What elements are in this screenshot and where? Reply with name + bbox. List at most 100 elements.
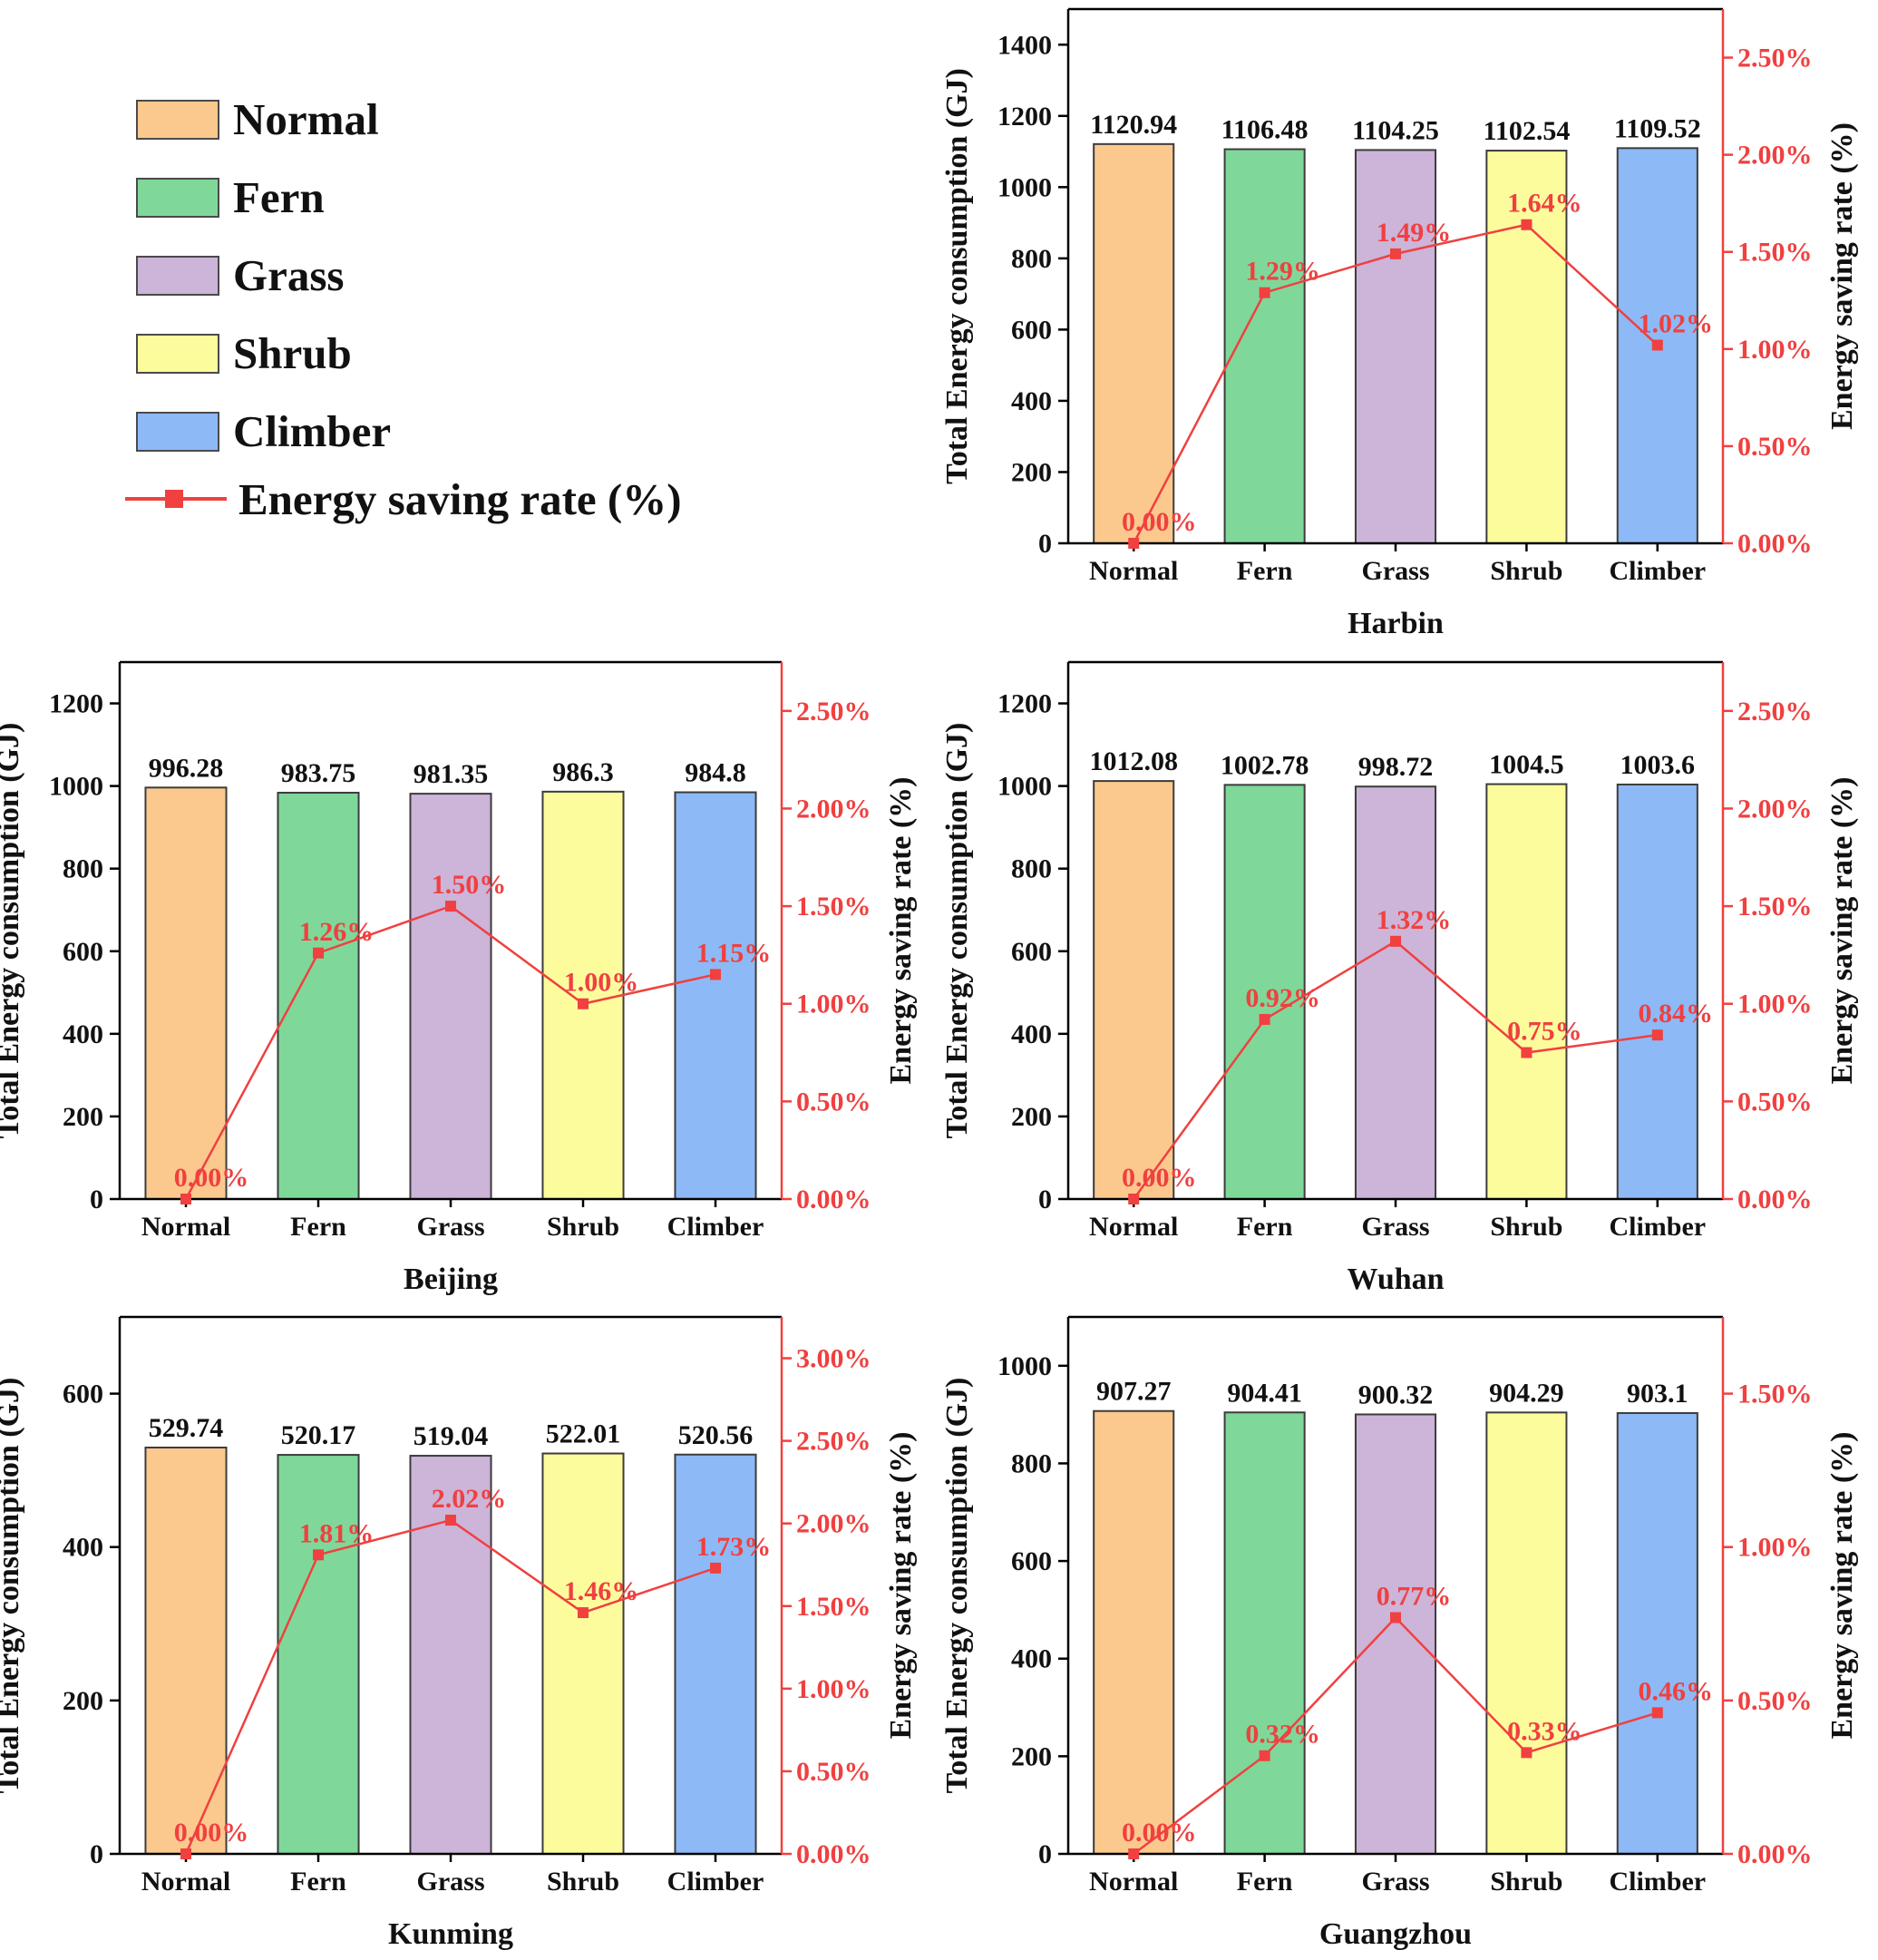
saving-rate-label: 1.49% [1377, 218, 1452, 248]
saving-rate-point [1651, 339, 1663, 351]
legend-label-shrub: Shrub [233, 328, 352, 378]
chart-title-guangzhou: Guangzhou [1319, 1917, 1472, 1951]
x-tick-label-climber: Climber [1609, 1212, 1706, 1242]
x-tick-label-climber: Climber [667, 1867, 764, 1897]
bar-value-label: 1120.94 [1090, 110, 1177, 140]
bar-grass [1354, 149, 1437, 544]
bar-value-label: 522.01 [546, 1419, 621, 1449]
saving-rate-point [180, 1848, 191, 1859]
y-tick-label: 0 [90, 1839, 103, 1869]
y2-tick-label: 1.50% [1737, 238, 1813, 268]
saving-rate-label: 1.32% [1377, 905, 1452, 935]
y2-axis-title: Energy saving rate (%) [1825, 122, 1859, 430]
bar-shrub [1485, 150, 1568, 544]
bar-climber [674, 791, 757, 1200]
saving-rate-label: 0.33% [1507, 1716, 1582, 1746]
bar-fern [1223, 1411, 1306, 1855]
x-tick-label-shrub: Shrub [547, 1867, 619, 1897]
bar-fern [277, 792, 360, 1200]
bar-normal [144, 786, 228, 1200]
bar-value-label: 529.74 [149, 1413, 224, 1443]
bar-value-label: 983.75 [281, 758, 356, 788]
y-tick-label: 0 [1038, 1185, 1052, 1214]
bar-value-label: 981.35 [414, 759, 489, 789]
chart-panel-guangzhou: 0 200 400 600 800 1000 0.00% 0.50% 1.00% 1.50% Nor… [940, 1315, 1859, 1951]
y-tick-label: 600 [1011, 315, 1052, 345]
legend-swatch-shrub [136, 334, 219, 374]
bar-shrub [1485, 783, 1568, 1200]
saving-rate-point [313, 1549, 324, 1561]
chart-panel-beijing: 0 200 400 600 800 1000 1200 0.00% 0.50% 1.00% 1.50… [0, 660, 918, 1296]
bar-value-label: 904.41 [1227, 1378, 1302, 1408]
x-tick-label-fern: Fern [290, 1212, 346, 1242]
y-tick-label: 1000 [49, 772, 103, 802]
x-tick-label-grass: Grass [1362, 1867, 1430, 1897]
saving-rate-point [1521, 1047, 1533, 1058]
bar-shrub [541, 790, 625, 1200]
y2-tick-label: 1.00% [796, 990, 871, 1019]
bar-value-label: 1106.48 [1221, 115, 1309, 145]
y-tick-label: 0 [1038, 1839, 1052, 1869]
y2-tick-label: 0.00% [796, 1839, 871, 1869]
saving-rate-point [1259, 1750, 1270, 1761]
saving-rate-label: 1.64% [1507, 189, 1582, 219]
y2-tick-label: 3.00% [796, 1344, 871, 1374]
bar-shrub [541, 1452, 625, 1855]
chart-panel-wuhan: 0 200 400 600 800 1000 1200 0.00% 0.50% 1.00% 1.50… [940, 660, 1859, 1296]
chart-title-beijing: Beijing [404, 1263, 498, 1296]
y-tick-label: 800 [1011, 244, 1052, 274]
saving-rate-label: 1.02% [1639, 309, 1714, 339]
y2-tick-label: 0.00% [1737, 1839, 1813, 1869]
y-tick-label: 200 [1011, 1741, 1052, 1771]
bar-value-label: 1002.78 [1221, 750, 1309, 780]
y2-tick-label: 1.50% [796, 1592, 871, 1622]
y2-tick-label: 0.50% [1737, 1686, 1813, 1716]
y2-tick-label: 2.50% [796, 697, 871, 726]
x-tick-label-fern: Fern [1237, 1867, 1293, 1897]
y2-tick-label: 0.50% [796, 1087, 871, 1117]
x-tick-label-grass: Grass [417, 1867, 485, 1897]
saving-rate-point [710, 969, 721, 980]
bar-value-label: 996.28 [149, 753, 224, 783]
y2-tick-label: 1.00% [1737, 990, 1813, 1019]
saving-rate-label: 0.84% [1639, 999, 1714, 1029]
y-tick-label: 600 [63, 937, 103, 967]
chart-panel-harbin: 0 200 400 600 800 1000 1200 1400 0.00% 0.50% 1.00%… [940, 7, 1859, 640]
y2-tick-label: 2.50% [796, 1427, 871, 1457]
legend-swatch-fern [136, 178, 219, 218]
y-tick-label: 600 [63, 1380, 103, 1409]
saving-rate-label: 0.32% [1245, 1720, 1320, 1750]
saving-rate-label: 0.00% [1122, 507, 1197, 537]
saving-rate-point [445, 1515, 456, 1526]
saving-rate-label: 0.00% [1122, 1163, 1197, 1193]
bar-grass [1354, 1413, 1437, 1855]
y2-tick-label: 2.50% [1737, 697, 1813, 726]
bar-fern [277, 1454, 360, 1856]
bar-value-label: 1104.25 [1352, 115, 1439, 145]
y-tick-label: 400 [63, 1533, 103, 1563]
y-tick-label: 200 [1011, 457, 1052, 487]
y2-tick-label: 2.00% [1737, 794, 1813, 824]
y-tick-label: 400 [1011, 1019, 1052, 1049]
bar-grass [1354, 785, 1437, 1201]
bar-value-label: 904.29 [1489, 1378, 1564, 1408]
legend-swatch-climber [136, 412, 219, 452]
x-tick-label-fern: Fern [1237, 1212, 1293, 1242]
saving-rate-point [1128, 1848, 1140, 1859]
y2-tick-label: 0.00% [1737, 529, 1813, 559]
y-tick-label: 600 [1011, 1546, 1052, 1576]
y-tick-label: 400 [1011, 386, 1052, 416]
saving-rate-point [1390, 1612, 1401, 1624]
bar-grass [409, 793, 492, 1201]
y-tick-label: 0 [1038, 529, 1052, 559]
x-tick-label-fern: Fern [1237, 556, 1293, 586]
bar-shrub [1485, 1411, 1568, 1855]
y-tick-label: 200 [1011, 1102, 1052, 1132]
chart-title-kunming: Kunming [388, 1917, 513, 1951]
x-tick-label-grass: Grass [1362, 556, 1430, 586]
saving-rate-point [1521, 219, 1533, 230]
bar-value-label: 986.3 [552, 757, 614, 787]
y-tick-label: 400 [63, 1019, 103, 1049]
y2-tick-label: 2.50% [1737, 44, 1813, 73]
bar-value-label: 903.1 [1627, 1379, 1688, 1409]
